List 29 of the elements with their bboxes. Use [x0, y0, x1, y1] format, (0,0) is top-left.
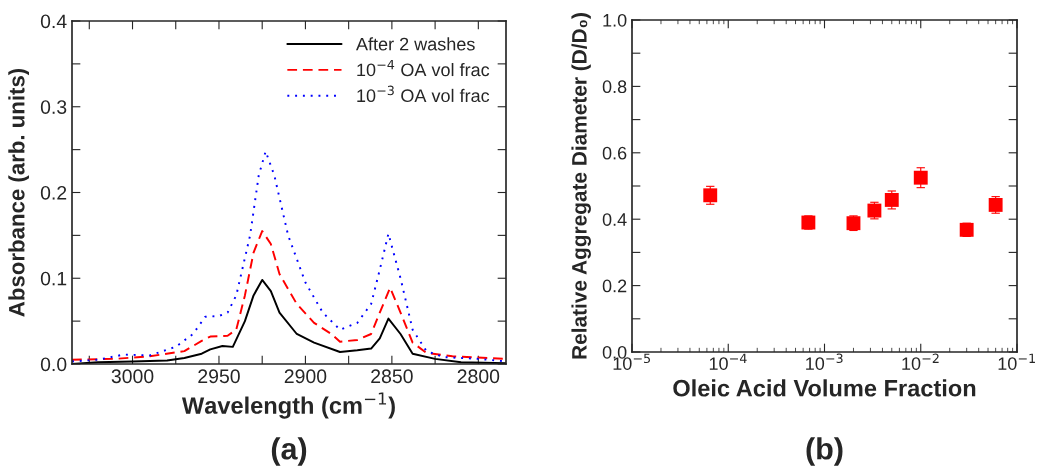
y-tick-label: 0.4 — [602, 213, 627, 226]
x-tick-label: 2900 — [284, 369, 327, 384]
y-axis-title: Relative Aggregate Diameter (D/D₀) — [571, 13, 591, 359]
legend-label: 10$^{−3}$ OA vol frac — [357, 85, 490, 103]
text: (b) — [806, 437, 843, 466]
x-tick-label: 10$^{−2}$ — [902, 353, 939, 370]
y-tick-label: 1.0 — [603, 13, 627, 27]
legend-label: 10$^{−4}$ OA vol frac — [357, 59, 490, 77]
line-series — [72, 230, 506, 361]
y-tick-label: 0.1 — [40, 271, 67, 286]
x-axis-title: Wavelength (cm$^{−1}$) — [181, 392, 395, 419]
y-tick-label: 0.4 — [40, 14, 67, 29]
x-tick-label: 10$^{−4}$ — [709, 353, 747, 370]
y-tick-label: 0.8 — [602, 80, 627, 94]
x-tick-label: 10$^{−3}$ — [806, 353, 843, 370]
x-tick-label: 2950 — [198, 369, 240, 384]
x-tick-label: 10$^{−1}$ — [998, 353, 1035, 370]
x-tick-label: 3000 — [111, 369, 154, 384]
y-tick-label: 0.2 — [40, 185, 67, 200]
y-tick-label: 0.0 — [40, 357, 67, 372]
y-tick-label: 0.3 — [40, 100, 67, 114]
x-tick-label: 2800 — [457, 369, 500, 384]
text: (a) — [271, 437, 307, 466]
x-tick-label: 2850 — [371, 369, 413, 384]
y-axis-title: Absorbance (arb. units) — [8, 68, 29, 317]
legend-label: After 2 washes — [356, 37, 475, 51]
y-tick-label: 0.2 — [602, 279, 627, 293]
y-tick-label: 0.6 — [602, 146, 627, 160]
x-axis-title: Oleic Acid Volume Fraction — [673, 379, 976, 397]
